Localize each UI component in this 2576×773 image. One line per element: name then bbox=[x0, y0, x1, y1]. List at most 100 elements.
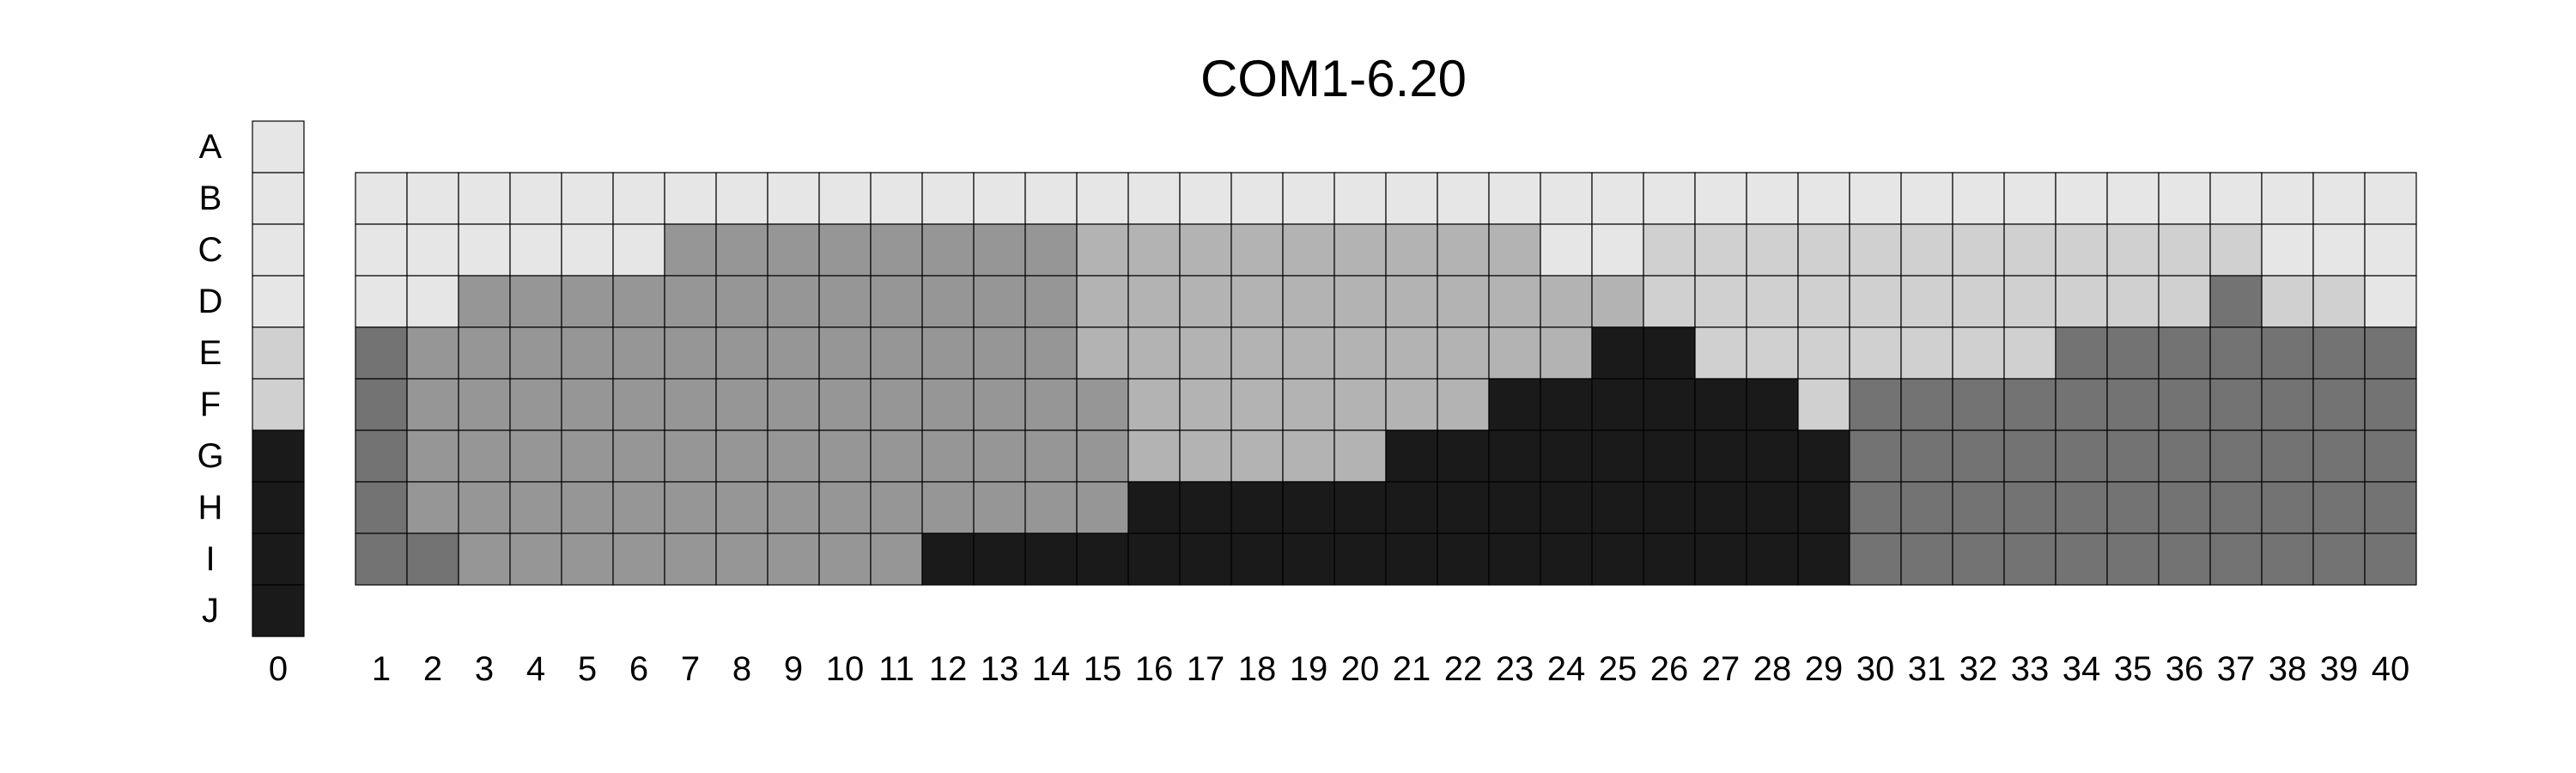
cell-f-10 bbox=[818, 378, 872, 431]
cell-d-12 bbox=[921, 275, 975, 328]
cell-e-3 bbox=[458, 326, 511, 380]
cell-i-23 bbox=[1488, 533, 1541, 586]
cell-c-30 bbox=[1849, 223, 1902, 277]
cell-b-13 bbox=[973, 172, 1026, 225]
reference-cell-a bbox=[252, 120, 305, 173]
cell-i-39 bbox=[2312, 533, 2366, 586]
cell-b-36 bbox=[2158, 172, 2211, 225]
column-label-16: 16 bbox=[1135, 650, 1174, 688]
cell-i-37 bbox=[2209, 533, 2263, 586]
cell-d-6 bbox=[612, 275, 665, 328]
cell-g-17 bbox=[1179, 429, 1232, 483]
cell-c-4 bbox=[509, 223, 562, 277]
cell-c-35 bbox=[2106, 223, 2160, 277]
cell-c-7 bbox=[664, 223, 717, 277]
cell-g-14 bbox=[1024, 429, 1078, 483]
column-label-24: 24 bbox=[1547, 650, 1586, 688]
cell-f-25 bbox=[1591, 378, 1644, 431]
column-label-32: 32 bbox=[1959, 650, 1998, 688]
reference-cell-h bbox=[252, 481, 305, 534]
cell-e-40 bbox=[2364, 326, 2417, 380]
cell-d-13 bbox=[973, 275, 1026, 328]
cell-d-34 bbox=[2055, 275, 2108, 328]
cell-e-31 bbox=[1900, 326, 1953, 380]
cell-f-4 bbox=[509, 378, 562, 431]
cell-h-27 bbox=[1694, 481, 1747, 534]
cell-e-17 bbox=[1179, 326, 1232, 380]
cell-f-36 bbox=[2158, 378, 2211, 431]
cell-g-19 bbox=[1282, 429, 1335, 483]
cell-i-5 bbox=[561, 533, 614, 586]
cell-c-18 bbox=[1230, 223, 1284, 277]
cell-g-18 bbox=[1230, 429, 1284, 483]
cell-g-30 bbox=[1849, 429, 1902, 483]
cell-b-15 bbox=[1076, 172, 1129, 225]
cell-h-5 bbox=[561, 481, 614, 534]
cell-d-37 bbox=[2209, 275, 2263, 328]
cell-b-27 bbox=[1694, 172, 1747, 225]
cell-b-2 bbox=[406, 172, 459, 225]
cell-d-1 bbox=[355, 275, 408, 328]
cell-c-26 bbox=[1643, 223, 1696, 277]
column-label-6: 6 bbox=[629, 650, 648, 688]
cell-e-33 bbox=[2003, 326, 2057, 380]
cell-h-23 bbox=[1488, 481, 1541, 534]
column-label-14: 14 bbox=[1032, 650, 1071, 688]
cell-c-3 bbox=[458, 223, 511, 277]
cell-i-25 bbox=[1591, 533, 1644, 586]
cell-c-10 bbox=[818, 223, 872, 277]
cell-e-1 bbox=[355, 326, 408, 380]
cell-g-25 bbox=[1591, 429, 1644, 483]
reference-cell-j bbox=[252, 584, 305, 637]
cell-i-35 bbox=[2106, 533, 2160, 586]
cell-b-20 bbox=[1334, 172, 1387, 225]
cell-g-35 bbox=[2106, 429, 2160, 483]
cell-i-33 bbox=[2003, 533, 2057, 586]
cell-d-10 bbox=[818, 275, 872, 328]
cell-c-25 bbox=[1591, 223, 1644, 277]
cell-h-40 bbox=[2364, 481, 2417, 534]
column-label-37: 37 bbox=[2217, 650, 2256, 688]
cell-f-30 bbox=[1849, 378, 1902, 431]
cell-h-2 bbox=[406, 481, 459, 534]
cell-d-25 bbox=[1591, 275, 1644, 328]
cell-g-15 bbox=[1076, 429, 1129, 483]
cell-f-37 bbox=[2209, 378, 2263, 431]
cell-d-36 bbox=[2158, 275, 2211, 328]
cell-i-27 bbox=[1694, 533, 1747, 586]
cell-i-34 bbox=[2055, 533, 2108, 586]
column-label-23: 23 bbox=[1496, 650, 1534, 688]
cell-e-34 bbox=[2055, 326, 2108, 380]
column-label-1: 1 bbox=[372, 650, 391, 688]
cell-e-14 bbox=[1024, 326, 1078, 380]
cell-b-26 bbox=[1643, 172, 1696, 225]
cell-i-40 bbox=[2364, 533, 2417, 586]
cell-d-35 bbox=[2106, 275, 2160, 328]
cell-c-9 bbox=[767, 223, 820, 277]
cell-d-26 bbox=[1643, 275, 1696, 328]
reference-cell-e bbox=[252, 326, 305, 380]
cell-h-30 bbox=[1849, 481, 1902, 534]
cell-i-19 bbox=[1282, 533, 1335, 586]
cell-d-15 bbox=[1076, 275, 1129, 328]
cell-e-28 bbox=[1746, 326, 1799, 380]
row-label-i: I bbox=[205, 540, 215, 578]
column-label-4: 4 bbox=[526, 650, 545, 688]
column-label-8: 8 bbox=[732, 650, 751, 688]
cell-c-1 bbox=[355, 223, 408, 277]
cell-i-2 bbox=[406, 533, 459, 586]
cell-f-2 bbox=[406, 378, 459, 431]
cell-i-32 bbox=[1952, 533, 2005, 586]
cell-b-14 bbox=[1024, 172, 1078, 225]
column-label-34: 34 bbox=[2063, 650, 2101, 688]
row-label-b: B bbox=[199, 180, 222, 217]
cell-g-39 bbox=[2312, 429, 2366, 483]
cell-d-28 bbox=[1746, 275, 1799, 328]
cell-g-29 bbox=[1797, 429, 1850, 483]
cell-f-18 bbox=[1230, 378, 1284, 431]
cell-b-37 bbox=[2209, 172, 2263, 225]
cell-h-18 bbox=[1230, 481, 1284, 534]
cell-e-15 bbox=[1076, 326, 1129, 380]
cell-d-21 bbox=[1385, 275, 1438, 328]
cell-b-3 bbox=[458, 172, 511, 225]
